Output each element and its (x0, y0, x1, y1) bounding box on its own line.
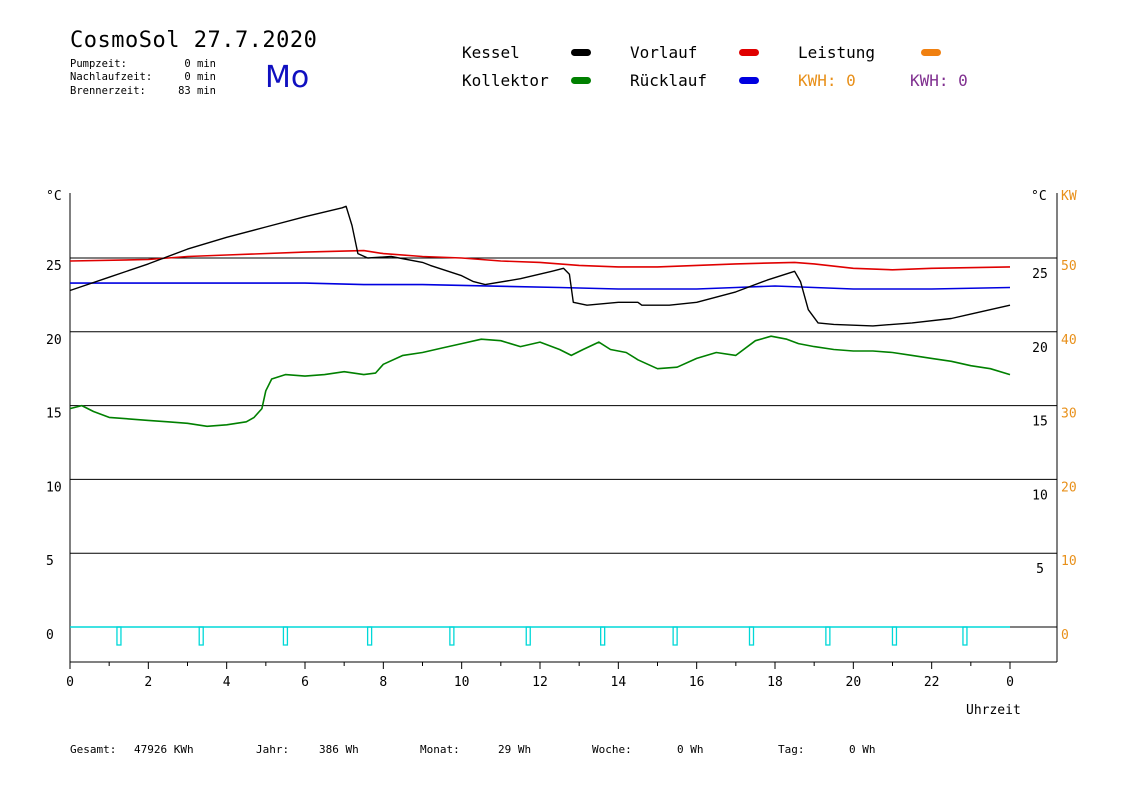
series-kessel (69, 205, 1011, 327)
y-left-label-10: 10 (46, 480, 62, 495)
pump-pulse-5 (525, 626, 531, 646)
legend-vorlauf-swatch (739, 49, 759, 56)
pump-pulse-3 (366, 626, 373, 646)
pump-pulse-8 (748, 626, 755, 646)
pump-pulse-0 (116, 626, 122, 646)
y-left-label-20: 20 (46, 333, 62, 348)
series-ruecklauf (70, 282, 1011, 290)
nachlaufzeit-row: Nachlaufzeit: 0 min (70, 71, 216, 84)
chart-labels: 0 2 4 6 8 10 12 14 16 18 20 22 0 Uhrzeit °C °C KW 0 5 10 15 2… (46, 189, 1077, 718)
nachlaufzeit-label: Nachlaufzeit: (70, 71, 153, 83)
pump-pulse-4 (449, 626, 455, 646)
y-left-label-0: 0 (46, 628, 54, 643)
x-tick-label-4: 8 (379, 675, 387, 690)
y-right-temp-label-15: 15 (1032, 415, 1048, 430)
pump-pulse-2 (282, 626, 289, 646)
y-right-power-label-40: 40 (1061, 333, 1077, 348)
pump-pulse-10 (891, 626, 898, 646)
legend-kollektor-swatch (571, 77, 591, 84)
page-title: CosmoSol 27.7.2020 (70, 28, 318, 53)
x-tick-label-1: 2 (144, 675, 152, 690)
x-tick-label-11: 22 (924, 675, 940, 690)
pumpzeit-label: Pumpzeit: (70, 58, 127, 70)
x-tick-label-10: 20 (846, 675, 862, 690)
y-right-power-label-10: 10 (1061, 554, 1077, 569)
pump-pulse-1 (198, 626, 204, 646)
y-axis-left-unit: °C (46, 189, 62, 204)
x-tick-label-6: 12 (532, 675, 548, 690)
kwh-purple-readout: KWH: 0 (910, 71, 968, 90)
brennerzeit-label: Brennerzeit: (70, 85, 146, 97)
y-right-temp-label-25: 25 (1032, 267, 1048, 282)
series-kollektor (69, 335, 1011, 428)
x-tick-label-3: 6 (301, 675, 309, 690)
x-tick-label-7: 14 (611, 675, 627, 690)
chart-axes (69, 193, 1058, 669)
legend-leistung-label: Leistung (798, 43, 876, 62)
pump-pulse-11 (962, 626, 968, 646)
footer-monat-value: 29 Wh (498, 743, 532, 756)
y-left-label-15: 15 (46, 407, 62, 422)
weekday-label: Mo (265, 60, 310, 95)
footer-jahr-value: 386 Wh (319, 743, 359, 756)
y-right-power-label-20: 20 (1061, 480, 1077, 495)
pump-pulse-9 (825, 626, 831, 646)
kwh-orange-readout: KWH: 0 (798, 71, 856, 90)
series-vorlauf (69, 249, 1011, 271)
x-axis-label: Uhrzeit (966, 703, 1021, 718)
x-tick-label-5: 10 (454, 675, 470, 690)
chart-grid (70, 257, 1057, 628)
y-right-temp-label-10: 10 (1032, 488, 1048, 503)
y-right-power-label-30: 30 (1061, 407, 1077, 422)
pumpzeit-value: 0 min (184, 58, 216, 70)
legend-ruecklauf-swatch (739, 77, 759, 84)
pumpzeit-row: Pumpzeit: 0 min (70, 58, 216, 71)
x-tick-label-8: 16 (689, 675, 705, 690)
x-tick-label-12: 0 (1006, 675, 1014, 690)
legend-ruecklauf-label: Rücklauf (630, 71, 708, 90)
x-tick-label-0: 0 (66, 675, 74, 690)
y-right-power-label-0: 0 (1061, 628, 1069, 643)
footer-woche-value: 0 Wh (677, 743, 704, 756)
y-left-label-5: 5 (46, 554, 54, 569)
footer-gesamt-value: 47926 KWh (134, 743, 194, 756)
nachlaufzeit-value: 0 min (184, 71, 216, 83)
footer-jahr-label: Jahr: (256, 743, 290, 756)
footer-monat-label: Monat: (420, 743, 460, 756)
x-tick-label-2: 4 (223, 675, 231, 690)
legend-vorlauf-label: Vorlauf (630, 43, 698, 62)
y-axis-right-temp-unit: °C (1031, 189, 1047, 204)
footer-tag-label: Tag: (778, 743, 805, 756)
legend-kessel-label: Kessel (462, 43, 520, 62)
chart-series (69, 205, 1011, 646)
footer-tag-value: 0 Wh (849, 743, 876, 756)
pump-pulse-6 (600, 626, 606, 646)
brennerzeit-value: 83 min (178, 85, 216, 97)
footer-gesamt-label: Gesamt: (70, 743, 117, 756)
legend-kessel-swatch (571, 49, 591, 56)
x-tick-label-9: 18 (767, 675, 783, 690)
legend-kollektor-label: Kollektor (462, 71, 549, 90)
footer-woche-label: Woche: (592, 743, 632, 756)
brennerzeit-row: Brennerzeit: 83 min (70, 85, 216, 98)
y-right-temp-label-20: 20 (1032, 341, 1048, 356)
y-right-temp-label-5: 5 (1036, 562, 1044, 577)
y-right-power-label-50: 50 (1061, 259, 1077, 274)
y-left-label-25: 25 (46, 259, 62, 274)
pump-pulse-7 (672, 626, 678, 646)
y-axis-right-power-unit: KW (1061, 189, 1077, 204)
legend-leistung-swatch (921, 49, 941, 56)
